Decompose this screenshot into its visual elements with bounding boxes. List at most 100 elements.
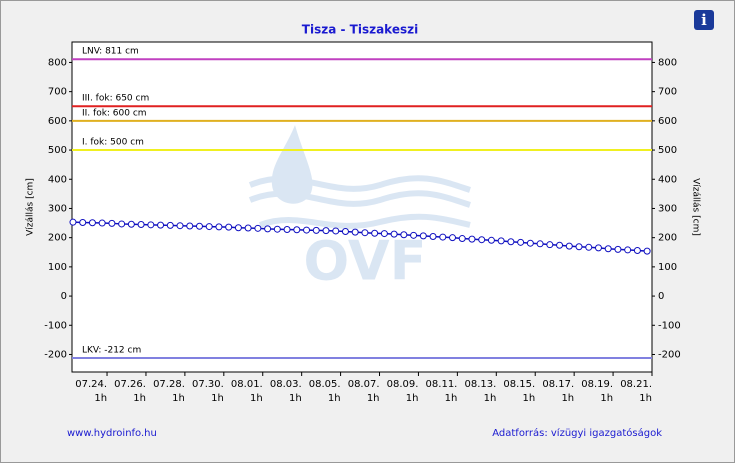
- x-tick-label: 07.28.: [153, 379, 185, 390]
- y-tick-label: -100: [44, 320, 67, 331]
- data-point: [410, 231, 418, 239]
- data-point: [449, 234, 457, 242]
- x-tick-label: 08.21.: [620, 379, 652, 390]
- data-point: [487, 236, 495, 244]
- watermark-logo: [248, 125, 471, 229]
- x-tick-hour: 1h: [211, 393, 224, 404]
- x-tick-label: 07.26.: [114, 379, 146, 390]
- data-point: [205, 223, 213, 231]
- threshold-label: III. fok: 650 cm: [82, 94, 149, 104]
- data-point: [264, 225, 272, 233]
- x-tick-hour: 1h: [133, 393, 146, 404]
- y-tick-label: 0: [61, 291, 67, 302]
- data-point: [458, 235, 466, 243]
- x-tick-label: 08.01.: [231, 379, 263, 390]
- data-point: [429, 232, 437, 240]
- data-point: [468, 235, 476, 243]
- data-point: [215, 223, 223, 231]
- data-point: [526, 239, 534, 247]
- data-point: [497, 237, 505, 245]
- data-point: [293, 226, 301, 234]
- x-tick-label: 08.15.: [503, 379, 535, 390]
- y2-tick-label: 0: [658, 291, 664, 302]
- x-tick-hour: 1h: [561, 393, 574, 404]
- y2-tick-label: 400: [658, 174, 677, 185]
- x-tick-hour: 1h: [328, 393, 341, 404]
- y2-tick-label: 800: [658, 57, 677, 68]
- data-point: [88, 219, 96, 227]
- svg-text:i: i: [701, 11, 707, 29]
- data-point: [614, 245, 622, 253]
- y-tick-label: 300: [48, 203, 67, 214]
- data-point: [234, 224, 242, 232]
- data-point: [439, 233, 447, 241]
- x-tick-hour: 1h: [445, 393, 458, 404]
- info-icon[interactable]: i: [694, 10, 714, 30]
- data-point: [69, 218, 77, 226]
- y-tick-label: 800: [48, 57, 67, 68]
- plot-area: [71, 41, 653, 373]
- y-tick-label: 500: [48, 145, 67, 156]
- x-tick-label: 08.11.: [426, 379, 458, 390]
- data-point: [186, 222, 194, 230]
- data-point: [575, 243, 583, 251]
- data-point: [147, 221, 155, 229]
- y2-tick-label: -200: [658, 349, 681, 360]
- data-point: [322, 227, 330, 235]
- x-tick-label: 08.03.: [270, 379, 302, 390]
- threshold-label: LNV: 811 cm: [82, 47, 139, 57]
- data-point: [604, 245, 612, 253]
- data-point: [633, 247, 641, 255]
- y-tick-label: -200: [44, 349, 67, 360]
- x-tick-hour: 1h: [289, 393, 302, 404]
- data-point: [79, 218, 87, 226]
- footer-source: Adatforrás: vízügyi igazgatóságok: [492, 427, 662, 439]
- y-axis-label: Vízállás [cm]: [26, 178, 36, 236]
- x-tick-hour: 1h: [172, 393, 185, 404]
- y2-tick-label: 100: [658, 262, 677, 273]
- footer-link[interactable]: www.hydroinfo.hu: [67, 428, 157, 439]
- data-point: [137, 221, 145, 229]
- data-point: [176, 222, 184, 230]
- y2-tick-label: 600: [658, 116, 677, 127]
- x-tick-label: 07.30.: [192, 379, 224, 390]
- x-tick-label: 08.17.: [542, 379, 574, 390]
- data-point: [273, 225, 281, 233]
- data-point: [351, 228, 359, 236]
- y-tick-label: 700: [48, 87, 67, 98]
- data-point: [118, 220, 126, 228]
- x-tick-label: 08.09.: [387, 379, 419, 390]
- data-point: [594, 244, 602, 252]
- y2-axis-label: Vízállás [cm]: [691, 178, 701, 236]
- data-point: [157, 221, 165, 229]
- y2-tick-label: 300: [658, 203, 677, 214]
- y-tick-label: 200: [48, 233, 67, 244]
- watermark: OVF: [303, 230, 426, 293]
- data-point: [108, 219, 116, 227]
- data-point: [478, 236, 486, 244]
- chart-title: Tisza - Tiszakeszi: [302, 23, 418, 37]
- data-point: [400, 231, 408, 239]
- data-point: [546, 241, 554, 249]
- x-tick-label: 08.19.: [581, 379, 613, 390]
- data-point: [419, 232, 427, 240]
- data-point: [565, 242, 573, 250]
- data-point: [556, 241, 564, 249]
- y2-tick-label: 700: [658, 87, 677, 98]
- data-point: [244, 224, 252, 232]
- data-point: [166, 221, 174, 229]
- data-point: [361, 229, 369, 237]
- data-point: [254, 224, 262, 232]
- y2-tick-label: -100: [658, 320, 681, 331]
- x-tick-label: 08.07.: [348, 379, 380, 390]
- y-tick-label: 100: [48, 262, 67, 273]
- threshold-label: II. fok: 600 cm: [82, 108, 147, 118]
- x-tick-hour: 1h: [639, 393, 652, 404]
- threshold-label: I. fok: 500 cm: [82, 138, 144, 148]
- y-tick-label: 600: [48, 116, 67, 127]
- data-point: [643, 247, 651, 255]
- data-point: [536, 240, 544, 248]
- data-point: [517, 238, 525, 246]
- data-point: [127, 220, 135, 228]
